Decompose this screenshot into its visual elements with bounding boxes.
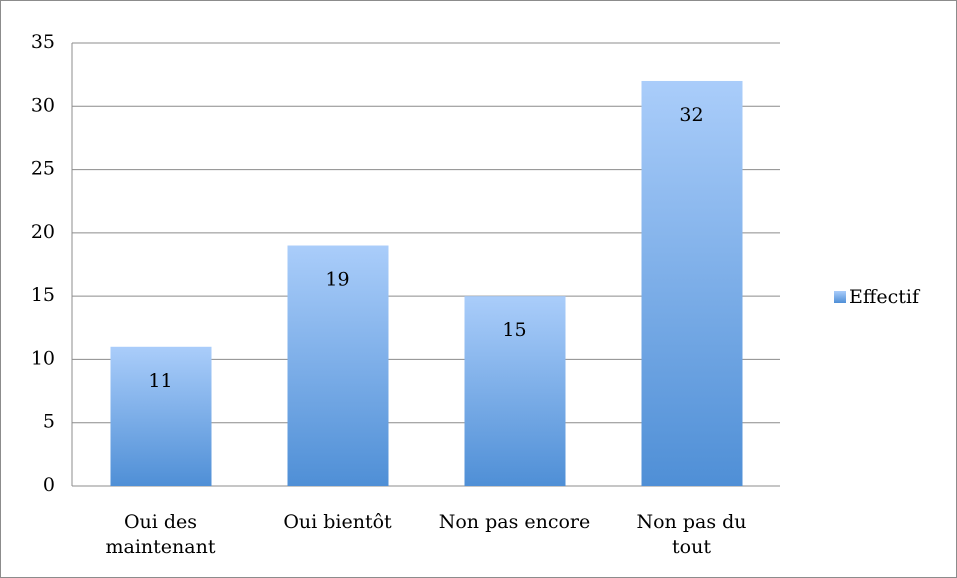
data-label: 32 [679, 104, 703, 126]
legend-label: Effectif [849, 286, 921, 308]
y-tick-label: 5 [43, 411, 55, 433]
y-tick-label: 15 [31, 284, 55, 306]
bar [641, 80, 743, 486]
bar [287, 245, 389, 486]
y-tick-label: 35 [31, 31, 55, 53]
data-label: 19 [325, 269, 349, 291]
y-tick-label: 20 [31, 221, 55, 243]
y-tick-label: 25 [31, 158, 55, 180]
x-tick-label: Non pas du tout [636, 511, 747, 558]
y-tick-label: 30 [31, 94, 55, 116]
legend-swatch [834, 291, 846, 303]
y-tick-label: 10 [31, 347, 55, 369]
y-tick-label: 0 [43, 474, 55, 496]
bar [110, 346, 212, 486]
data-label: 15 [502, 319, 526, 341]
x-tick-label: Oui bientôt [283, 511, 392, 533]
x-tick-label: Non pas encore [438, 511, 591, 533]
data-label: 11 [148, 370, 172, 392]
bar [464, 296, 566, 486]
x-tick-label: Oui des maintenant [105, 511, 216, 558]
